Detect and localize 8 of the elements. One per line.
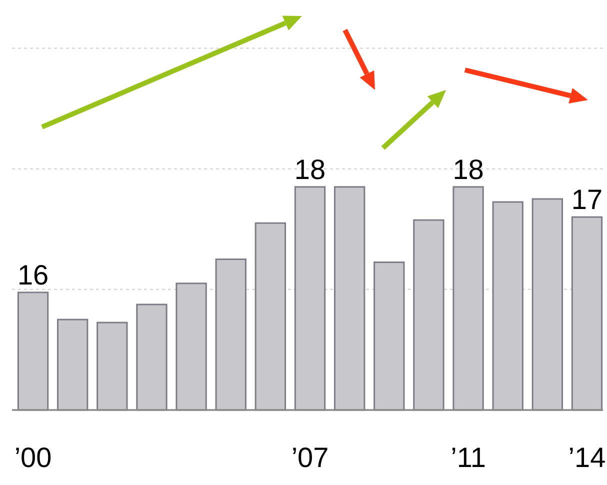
x-tick-label: ’00 [14, 442, 52, 473]
x-tick-label: ’07 [291, 442, 329, 473]
x-tick-label: ’14 [568, 442, 606, 473]
x-tick-label: ’11 [450, 442, 486, 473]
data-label: 17 [571, 184, 603, 216]
data-label: 18 [452, 154, 484, 185]
data-label: 16 [17, 259, 49, 290]
data-label: 18 [294, 154, 326, 185]
